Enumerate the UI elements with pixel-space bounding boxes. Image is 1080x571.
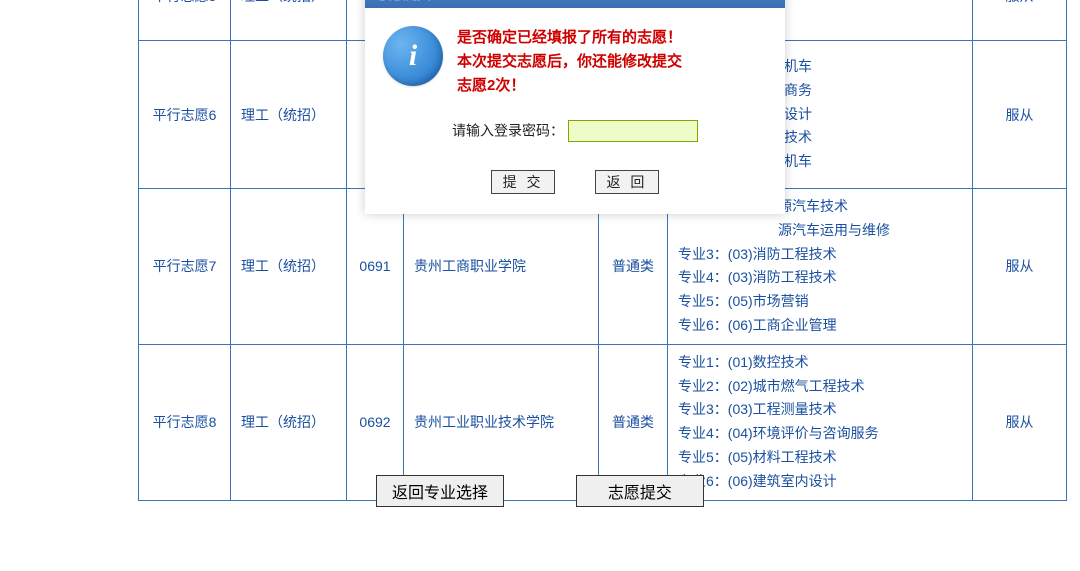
modal-title: 志愿提交 [375, 0, 431, 4]
back-to-majors-button[interactable]: 返回专业选择 [376, 475, 504, 507]
msg-part-bold: 2次 [487, 77, 510, 94]
modal-body: i 是否确定已经填报了所有的志愿！ 本次提交志愿后，你还能修改提交 志愿2次！ … [365, 8, 785, 214]
msg-part: 是否确定已经填报了 [457, 29, 592, 46]
msg-part-bold: 所有的志愿 [592, 29, 667, 46]
choice-cell: 平行志愿5 [139, 0, 231, 41]
close-icon[interactable]: × [764, 0, 775, 3]
major-line: 专业5：(05)市场营销 [678, 290, 962, 314]
password-label: 请输入登录密码： [452, 123, 564, 139]
password-input[interactable] [568, 120, 698, 142]
choice-cell: 平行志愿6 [139, 41, 231, 189]
password-row: 请输入登录密码： [383, 120, 767, 142]
confirm-modal: 志愿提交 × i 是否确定已经填报了所有的志愿！ 本次提交志愿后，你还能修改提交… [365, 0, 785, 214]
msg-part: ！ [510, 77, 525, 94]
major-line: 源汽车运用与维修 [678, 219, 962, 243]
major-line: 专业5：(05)材料工程技术 [678, 446, 962, 470]
submit-choices-button[interactable]: 志愿提交 [576, 475, 704, 507]
modal-back-button[interactable]: 返 回 [595, 170, 659, 194]
obey-cell: 服从 [973, 41, 1067, 189]
major-line: 专业4：(03)消防工程技术 [678, 266, 962, 290]
msg-part: 志愿 [457, 77, 487, 94]
obey-cell: 服从 [973, 0, 1067, 41]
obey-cell: 服从 [973, 189, 1067, 345]
type-cell: 理工（统招） [231, 41, 347, 189]
major-line: 专业3：(03)消防工程技术 [678, 243, 962, 267]
info-icon: i [383, 26, 443, 86]
major-line: 专业4：(04)环境评价与咨询服务 [678, 422, 962, 446]
major-line: 专业3：(03)工程测量技术 [678, 398, 962, 422]
modal-submit-button[interactable]: 提 交 [491, 170, 555, 194]
bottom-buttons: 返回专业选择 志愿提交 [0, 475, 1080, 507]
choice-cell: 平行志愿7 [139, 189, 231, 345]
major-line: 专业1：(01)数控技术 [678, 351, 962, 375]
type-cell: 理工（统招） [231, 189, 347, 345]
major-line: 专业6：(06)工商企业管理 [678, 314, 962, 338]
modal-message: 是否确定已经填报了所有的志愿！ 本次提交志愿后，你还能修改提交 志愿2次！ [457, 26, 682, 98]
type-cell: 理工（统招） [231, 0, 347, 41]
modal-header: 志愿提交 × [365, 0, 785, 8]
major-line: 专业2：(02)城市燃气工程技术 [678, 375, 962, 399]
msg-part: ！ [667, 29, 682, 46]
msg-part: 本次提交志愿后，你还能修改提交 [457, 53, 682, 70]
